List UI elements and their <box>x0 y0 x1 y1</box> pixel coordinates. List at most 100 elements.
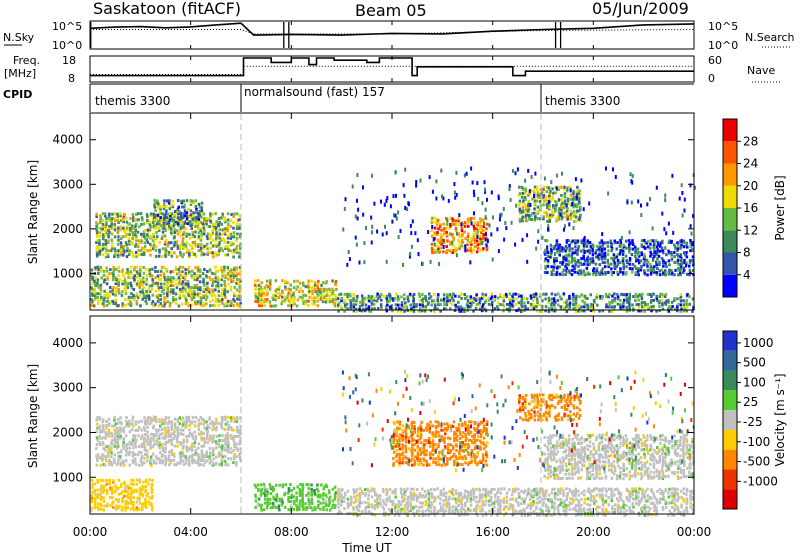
power-pixel <box>514 302 517 306</box>
power-pixel <box>111 212 114 216</box>
power-pixel <box>190 286 193 290</box>
power-pixel <box>229 243 233 247</box>
power-pixel <box>298 290 301 294</box>
power-pixel <box>568 303 571 307</box>
power-pixel <box>302 301 305 305</box>
power-pixel <box>329 290 332 294</box>
velocity-pixel <box>126 490 129 493</box>
power-pixel <box>676 309 679 313</box>
power-pixel <box>622 272 625 276</box>
power-pixel <box>388 292 391 296</box>
power-pixel <box>223 268 226 272</box>
velocity-pixel <box>226 444 230 448</box>
power-pixel <box>314 289 317 293</box>
power-pixel <box>209 304 212 308</box>
velocity-pixel <box>266 502 269 505</box>
power-pixel <box>520 294 523 298</box>
velocity-pixel <box>271 506 275 509</box>
power-pixel <box>437 250 440 254</box>
power-pixel <box>536 191 540 195</box>
velocity-pixel <box>427 509 431 513</box>
power-pixel <box>677 262 680 266</box>
power-pixel <box>424 307 427 311</box>
power-pixel <box>124 292 128 295</box>
velocity-pixel <box>263 494 267 498</box>
power-pixel <box>322 281 325 285</box>
power-pixel <box>463 224 467 228</box>
power-pixel <box>200 226 203 230</box>
power-pixel <box>470 217 473 221</box>
power-pixel <box>149 212 153 216</box>
velocity-pixel <box>476 503 479 507</box>
power-pixel <box>223 216 227 220</box>
power-pixel <box>679 262 682 266</box>
power-pixel <box>189 213 193 217</box>
velocity-pixel <box>338 491 341 495</box>
power-pixel <box>555 273 558 276</box>
velocity-pixel <box>150 432 153 436</box>
power-pixel <box>691 259 694 262</box>
velocity-pixel <box>403 493 407 497</box>
power-pixel <box>385 259 388 264</box>
power-pixel <box>163 304 166 308</box>
velocity-pixel <box>317 489 320 493</box>
velocity-pixel <box>292 495 295 499</box>
velocity-pixel <box>130 422 134 426</box>
power-pixel <box>120 245 123 249</box>
power-pixel <box>97 299 100 303</box>
power-pixel <box>640 253 644 257</box>
power-pixel <box>599 296 602 300</box>
power-pixel <box>105 303 109 307</box>
velocity-pixel <box>353 495 356 499</box>
velocity-pixel <box>148 478 151 482</box>
power-pixel <box>155 245 158 249</box>
power-pixel <box>260 300 263 304</box>
power-pixel <box>236 294 239 298</box>
velocity-pixel <box>188 428 191 432</box>
power-pixel <box>679 253 683 257</box>
power-pixel <box>460 307 464 311</box>
velocity-pixel <box>221 418 224 422</box>
power-pixel <box>163 266 167 270</box>
power-pixel <box>114 279 118 283</box>
power-pixel <box>574 309 578 313</box>
power-pixel <box>163 296 166 300</box>
velocity-pixel <box>137 420 140 424</box>
power-pixel <box>689 241 692 245</box>
power-pixel <box>135 270 139 274</box>
velocity-pixel <box>188 420 191 424</box>
power-pixel <box>561 215 564 219</box>
power-pixel <box>171 219 174 223</box>
velocity-pixel <box>143 448 147 452</box>
power-pixel <box>543 199 546 203</box>
power-pixel <box>643 238 646 242</box>
power-pixel <box>206 270 209 273</box>
velocity-pixel <box>200 455 204 459</box>
velocity-pixel <box>110 446 113 450</box>
velocity-pixel <box>289 483 292 487</box>
power-pixel <box>166 280 169 284</box>
power-pixel <box>628 257 632 260</box>
power-pixel <box>117 238 120 242</box>
power-pixel <box>132 216 135 220</box>
power-pixel <box>546 249 549 254</box>
power-pixel <box>379 303 383 307</box>
power-pixel <box>649 197 652 202</box>
power-pixel <box>486 222 489 226</box>
power-pixel <box>546 264 550 268</box>
power-pixel <box>364 296 367 300</box>
power-pixel <box>230 302 233 305</box>
velocity-pixel <box>96 416 99 419</box>
power-pixel <box>136 272 139 275</box>
power-pixel <box>409 223 412 228</box>
velocity-pixel <box>385 493 388 497</box>
power-pixel <box>200 235 203 239</box>
power-pixel <box>477 196 480 201</box>
power-pixel <box>632 295 635 299</box>
power-pixel <box>99 265 102 269</box>
power-pixel <box>476 246 480 250</box>
power-pixel <box>646 273 649 277</box>
power-pixel <box>328 297 332 301</box>
velocity-pixel <box>130 428 134 432</box>
velocity-pixel <box>214 440 218 444</box>
